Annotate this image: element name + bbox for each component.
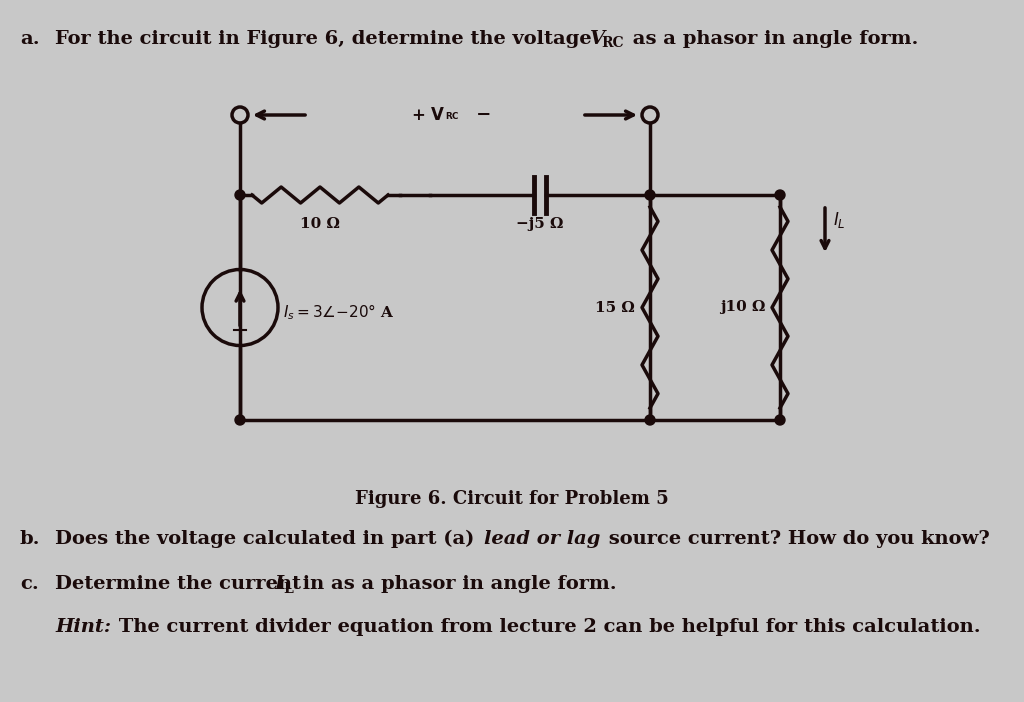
Circle shape: [775, 415, 785, 425]
Text: L: L: [283, 582, 293, 596]
Text: $\mathbf{_{RC}}$: $\mathbf{_{RC}}$: [445, 109, 460, 121]
Text: $I_s = 3\angle{-20°}$ A: $I_s = 3\angle{-20°}$ A: [283, 303, 394, 322]
Text: Determine the current: Determine the current: [55, 575, 308, 593]
Text: a.: a.: [20, 30, 40, 48]
Text: b.: b.: [20, 530, 41, 548]
Text: as a phasor in angle form.: as a phasor in angle form.: [626, 30, 919, 48]
Text: + $\mathbf{V}$: + $\mathbf{V}$: [411, 107, 445, 124]
Text: For the circuit in Figure 6, determine the voltage: For the circuit in Figure 6, determine t…: [55, 30, 598, 48]
Circle shape: [234, 190, 245, 200]
Circle shape: [645, 415, 655, 425]
Text: The current divider equation from lecture 2 can be helpful for this calculation.: The current divider equation from lectur…: [112, 618, 981, 636]
Text: $I_L$: $I_L$: [833, 210, 846, 230]
Text: Does the voltage calculated in part (a): Does the voltage calculated in part (a): [55, 530, 481, 548]
Text: I: I: [274, 575, 283, 593]
Circle shape: [234, 415, 245, 425]
Text: Figure 6. Circuit for Problem 5: Figure 6. Circuit for Problem 5: [355, 490, 669, 508]
Text: −: −: [470, 106, 492, 124]
Text: in as a phasor in angle form.: in as a phasor in angle form.: [296, 575, 616, 593]
Text: −j5 Ω: −j5 Ω: [516, 217, 563, 231]
Text: source current? How do you know?: source current? How do you know?: [602, 530, 990, 548]
Text: 10 Ω: 10 Ω: [300, 217, 340, 231]
Text: c.: c.: [20, 575, 39, 593]
Circle shape: [645, 190, 655, 200]
Text: j10 Ω: j10 Ω: [720, 300, 765, 314]
Text: lead or lag: lead or lag: [484, 530, 600, 548]
Text: Hint:: Hint:: [55, 618, 112, 636]
Text: 15 Ω: 15 Ω: [595, 300, 635, 314]
Text: RC: RC: [601, 36, 624, 50]
Circle shape: [775, 190, 785, 200]
Text: V: V: [590, 30, 605, 48]
